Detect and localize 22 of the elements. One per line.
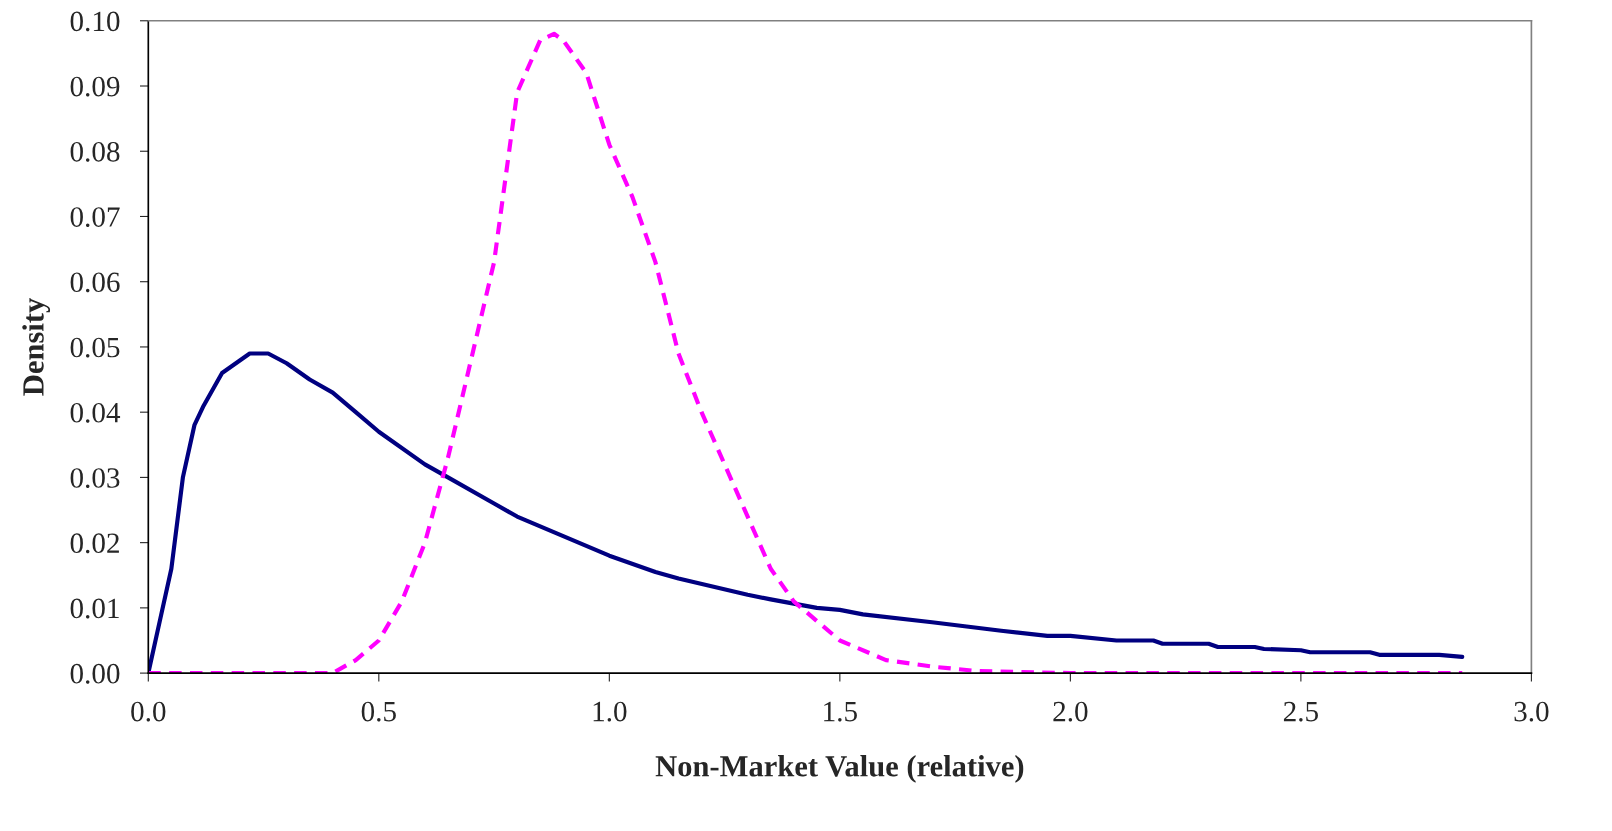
- y-tick-label: 0.01: [70, 598, 119, 619]
- x-tick-label: 0.0: [131, 701, 166, 722]
- y-axis-title: Density: [22, 298, 51, 396]
- y-tick-label: 0.00: [70, 663, 120, 684]
- y-tick-label: 0.09: [70, 76, 120, 97]
- y-tick-label: 0.02: [70, 533, 119, 554]
- y-tick-label: 0.08: [70, 141, 120, 162]
- line-series: [148, 31, 1465, 674]
- x-tick-label: 2.0: [1053, 701, 1088, 722]
- x-tick-label: 3.0: [1514, 701, 1549, 722]
- x-tick-label: 0.5: [361, 701, 396, 722]
- y-tick-label: 0.07: [70, 207, 120, 228]
- x-axis-title: Non-Market Value (relative): [655, 755, 1024, 783]
- y-tick-label: 0.05: [70, 337, 120, 358]
- y-tick-label: 0.03: [70, 468, 120, 488]
- x-tick-label: 1.5: [824, 701, 857, 722]
- x-tick-label: 2.5: [1283, 701, 1318, 722]
- y-tick-label: 0.10: [70, 11, 120, 32]
- y-tick-label: 0.06: [70, 272, 120, 293]
- x-tick-label: 1.0: [593, 701, 627, 722]
- y-tick-label: 0.04: [70, 402, 121, 423]
- line-series: [148, 351, 1465, 674]
